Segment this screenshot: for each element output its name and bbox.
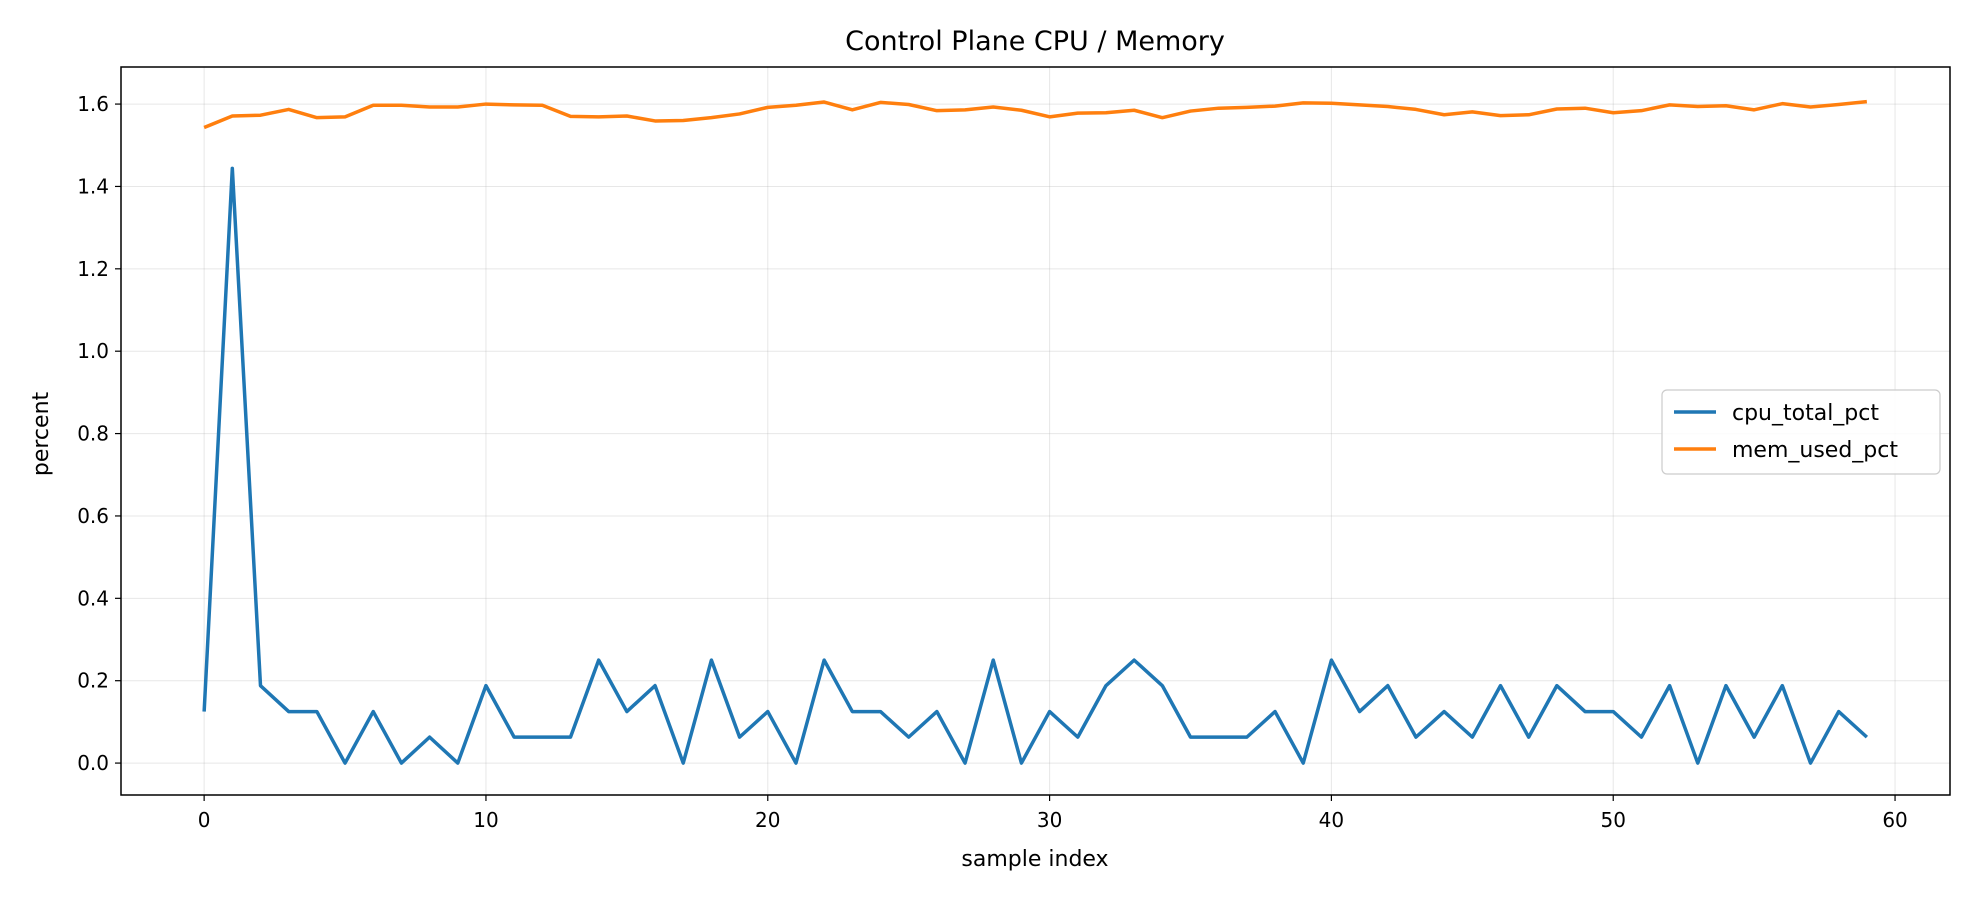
grid-layer — [121, 67, 1950, 795]
x-tick-label: 60 — [1882, 808, 1907, 832]
y-axis-label: percent — [29, 391, 54, 476]
legend: cpu_total_pct mem_used_pct — [1661, 389, 1941, 475]
y-tick-label: 1.6 — [77, 92, 109, 116]
x-tick-label: 40 — [1319, 808, 1344, 832]
x-tick-label: 50 — [1601, 808, 1626, 832]
y-tick-label: 1.0 — [77, 339, 109, 363]
legend-label: mem_used_pct — [1732, 438, 1898, 463]
y-tick-label: 1.2 — [77, 257, 109, 281]
legend-label: cpu_total_pct — [1732, 401, 1879, 426]
x-tick-label: 10 — [473, 808, 498, 832]
plot-frame — [120, 66, 1951, 796]
x-tick-label: 30 — [1037, 808, 1062, 832]
x-axis-label: sample index — [961, 847, 1108, 872]
y-tick-label: 0.2 — [77, 669, 109, 693]
series-layer — [202, 99, 1869, 765]
legend-box — [1661, 389, 1941, 475]
x-tick-label: 20 — [755, 808, 780, 832]
chart-title: Control Plane CPU / Memory — [845, 26, 1225, 57]
tick-layer: 0 10 20 30 40 50 60 0.0 0.2 0.4 0.6 0.8 1.0 1.2 1.4 1.6 — [77, 92, 1908, 832]
y-tick-label: 0.4 — [77, 586, 109, 610]
y-tick-label: 0.6 — [77, 504, 109, 528]
x-tick-label: 0 — [198, 808, 211, 832]
series-line-mem-used-pct — [203, 99, 1868, 130]
series-line-cpu-total-pct — [202, 166, 1869, 765]
y-tick-label: 1.4 — [77, 174, 109, 198]
y-tick-label: 0.0 — [77, 751, 109, 775]
y-tick-label: 0.8 — [77, 422, 109, 446]
